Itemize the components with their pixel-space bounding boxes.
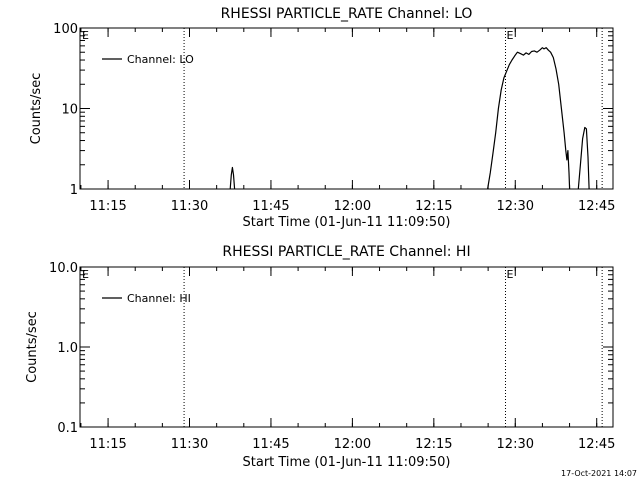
lo-series-line xyxy=(229,166,236,190)
lo-x-axis-label: Start Time (01-Jun-11 11:09:50) xyxy=(243,215,451,230)
lo-channel-panel: RHESSI PARTICLE_RATE Channel: LO 11:15 11:… xyxy=(29,6,615,230)
lo-x-tick-label: 12:00 xyxy=(334,199,371,214)
hi-x-tick-label: 12:00 xyxy=(334,437,371,452)
lo-y-tick-label: 10 xyxy=(61,103,78,118)
hi-edge-label: E xyxy=(82,268,89,281)
footer-timestamp: 17-Oct-2021 14:07 xyxy=(561,469,637,478)
hi-x-tick-label: 11:30 xyxy=(171,437,208,452)
lo-series-line xyxy=(487,47,571,190)
hi-plot-frame xyxy=(79,266,614,428)
hi-y-tick-label: 10.0 xyxy=(49,261,78,276)
hi-x-tick-label: 11:15 xyxy=(89,437,126,452)
hi-x-tick-label: 12:45 xyxy=(578,437,615,452)
lo-x-tick-label: 12:30 xyxy=(497,199,534,214)
hi-x-tick-label: 12:30 xyxy=(497,437,534,452)
hi-x-tick-label: 11:45 xyxy=(252,437,289,452)
hi-x-tick-label: 12:15 xyxy=(415,437,452,452)
hi-event-label: E xyxy=(506,268,513,281)
lo-y-axis-label: Counts/sec xyxy=(29,73,44,145)
lo-chart-title: RHESSI PARTICLE_RATE Channel: LO xyxy=(221,6,473,22)
lo-legend-entry: Channel: LO xyxy=(127,53,194,66)
hi-chart-title: RHESSI PARTICLE_RATE Channel: HI xyxy=(222,244,470,260)
lo-x-tick-label: 11:15 xyxy=(89,199,126,214)
lo-edge-label: E xyxy=(82,29,89,42)
hi-y-axis-label: Counts/sec xyxy=(25,311,40,383)
lo-y-tick-label: 1 xyxy=(70,183,78,198)
lo-x-tick-label: 12:15 xyxy=(415,199,452,214)
hi-y-tick-label: 0.1 xyxy=(57,421,78,436)
lo-x-tick-label: 12:45 xyxy=(578,199,615,214)
lo-event-label: E xyxy=(506,29,513,42)
hi-legend-entry: Channel: HI xyxy=(127,292,191,305)
lo-x-tick-label: 11:30 xyxy=(171,199,208,214)
lo-series-line xyxy=(577,126,590,190)
lo-y-tick-label: 100 xyxy=(53,22,78,37)
hi-y-tick-label: 1.0 xyxy=(57,341,78,356)
hi-x-axis-label: Start Time (01-Jun-11 11:09:50) xyxy=(243,455,451,470)
lo-x-tick-label: 11:45 xyxy=(252,199,289,214)
hi-channel-panel: RHESSI PARTICLE_RATE Channel: HI 11:15 11:… xyxy=(25,244,615,470)
